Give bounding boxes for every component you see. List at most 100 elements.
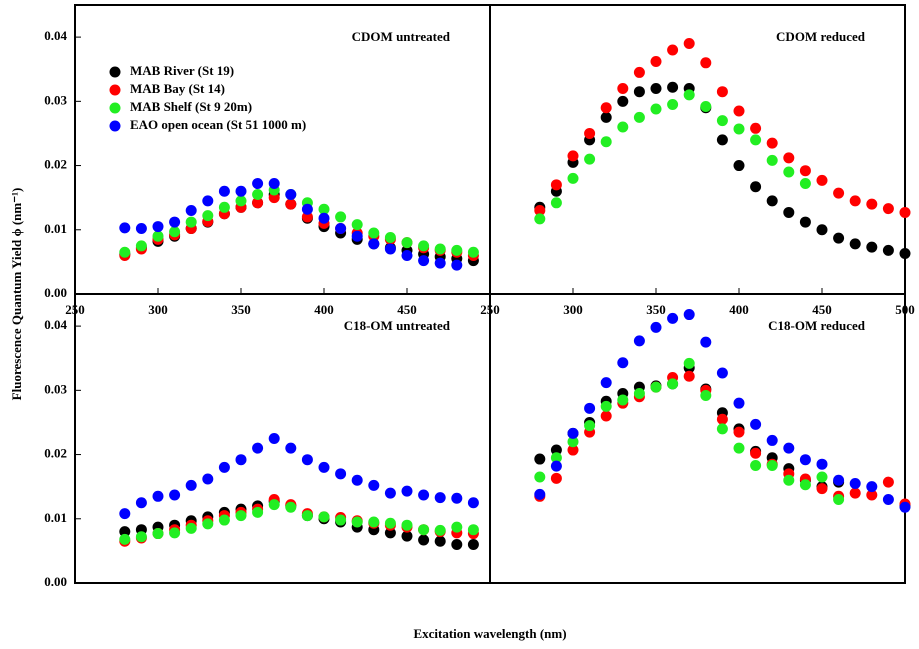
point [650,381,662,393]
point [185,479,197,491]
point [866,481,878,493]
point [833,232,845,244]
y-tick-label: 0.01 [44,510,67,525]
point [700,389,712,401]
point [169,216,181,228]
point [799,216,811,228]
panel-frame [489,293,906,584]
point [750,459,762,471]
y-tick-label: 0.04 [44,28,67,43]
point [783,442,795,454]
legend-marker [109,102,121,114]
legend-label: MAB Bay (St 14) [130,81,225,96]
point [185,522,197,534]
point [733,105,745,117]
point [750,418,762,430]
point [418,534,430,546]
x-tick-label: 300 [148,302,168,317]
point [716,413,728,425]
point [733,426,745,438]
point [617,394,629,406]
point [783,152,795,164]
point [434,257,446,269]
point [351,474,363,486]
point [135,240,147,252]
point [534,471,546,483]
point [633,86,645,98]
point [368,227,380,239]
point [451,521,463,533]
point [235,510,247,522]
point [816,471,828,483]
point [384,527,396,539]
x-axis-label: Excitation wavelength (nm) [413,626,566,641]
point [849,477,861,489]
point [833,494,845,506]
point [135,531,147,543]
point [335,514,347,526]
panel-title: C18-OM reduced [768,318,866,333]
point [252,178,264,190]
point [351,219,363,231]
panel-title: CDOM reduced [776,29,866,44]
point [202,210,214,222]
point [135,497,147,509]
point [434,492,446,504]
point [816,174,828,186]
point [235,195,247,207]
point [384,231,396,243]
point [119,222,131,234]
point [169,527,181,539]
point [816,224,828,236]
x-tick-label: 400 [314,302,334,317]
point [169,226,181,238]
point [335,211,347,223]
x-tick-label: 300 [563,302,583,317]
point [783,474,795,486]
point [318,212,330,224]
y-tick-label: 0.01 [44,221,67,236]
y-tick-label: 0.00 [44,285,67,300]
point [882,203,894,215]
point [833,474,845,486]
point [733,397,745,409]
point [799,479,811,491]
point [418,489,430,501]
x-tick-label: 400 [729,302,749,317]
point [268,433,280,444]
point [550,472,562,484]
point [318,203,330,215]
point [169,489,181,501]
point [135,222,147,234]
point [849,195,861,207]
point [384,243,396,255]
point [899,206,911,218]
point [218,201,230,213]
point [185,216,197,228]
point [119,246,131,258]
point [584,127,596,139]
legend-label: MAB River (St 19) [130,63,234,78]
point [152,490,164,502]
point [252,197,264,209]
panel-title: CDOM untreated [352,29,451,44]
point [584,402,596,414]
point [202,195,214,207]
legend-label: MAB Shelf (St 9 20m) [130,99,252,114]
y-tick-label: 0.02 [44,157,67,172]
point [152,221,164,233]
point [783,206,795,218]
point [783,166,795,178]
point [202,473,214,485]
point [451,244,463,256]
point [351,230,363,242]
point [584,420,596,432]
point [534,453,546,465]
point [882,494,894,506]
point [882,244,894,256]
point [550,460,562,472]
point [285,188,297,200]
point [683,309,695,321]
point [301,203,313,215]
